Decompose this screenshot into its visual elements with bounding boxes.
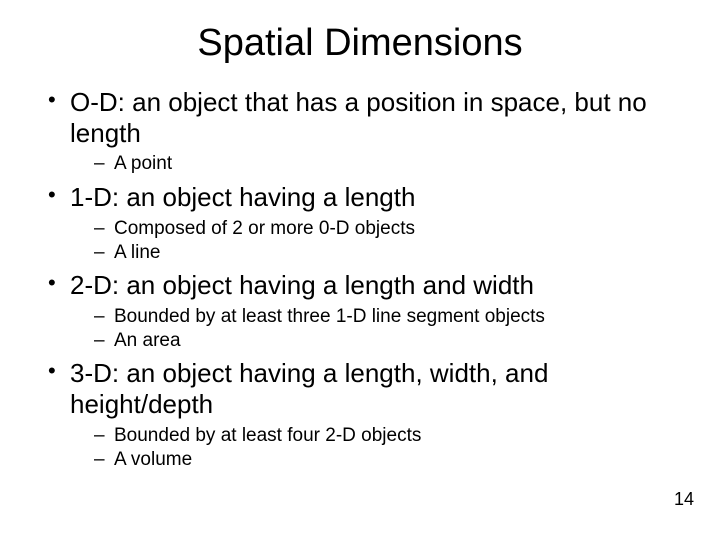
slide: Spatial Dimensions O-D: an object that h… (0, 0, 720, 540)
sub-item: An area (92, 329, 684, 353)
bullet-item: 2-D: an object having a length and width… (44, 270, 684, 352)
sub-list: Bounded by at least four 2-D objects A v… (70, 424, 684, 472)
sub-text: A line (114, 242, 160, 263)
sub-text: Bounded by at least three 1-D line segme… (114, 306, 545, 327)
sub-list: Composed of 2 or more 0-D objects A line (70, 217, 684, 265)
bullet-list: O-D: an object that has a position in sp… (36, 87, 684, 471)
slide-title: Spatial Dimensions (36, 22, 684, 65)
sub-item: A line (92, 241, 684, 265)
bullet-item: 3-D: an object having a length, width, a… (44, 358, 684, 471)
sub-text: An area (114, 330, 181, 351)
sub-text: A volume (114, 449, 192, 470)
sub-text: Bounded by at least four 2-D objects (114, 425, 421, 446)
page-number: 14 (674, 489, 694, 510)
bullet-text: 2-D: an object having a length and width (70, 270, 534, 300)
bullet-text: 3-D: an object having a length, width, a… (70, 358, 548, 419)
bullet-text: 1-D: an object having a length (70, 182, 415, 212)
sub-item: Bounded by at least four 2-D objects (92, 424, 684, 448)
sub-list: Bounded by at least three 1-D line segme… (70, 305, 684, 353)
bullet-item: O-D: an object that has a position in sp… (44, 87, 684, 176)
sub-item: Bounded by at least three 1-D line segme… (92, 305, 684, 329)
sub-list: A point (70, 152, 684, 176)
bullet-item: 1-D: an object having a length Composed … (44, 182, 684, 264)
sub-item: Composed of 2 or more 0-D objects (92, 217, 684, 241)
sub-text: A point (114, 153, 172, 174)
sub-item: A point (92, 152, 684, 176)
sub-text: Composed of 2 or more 0-D objects (114, 218, 415, 239)
sub-item: A volume (92, 448, 684, 472)
bullet-text: O-D: an object that has a position in sp… (70, 87, 647, 148)
